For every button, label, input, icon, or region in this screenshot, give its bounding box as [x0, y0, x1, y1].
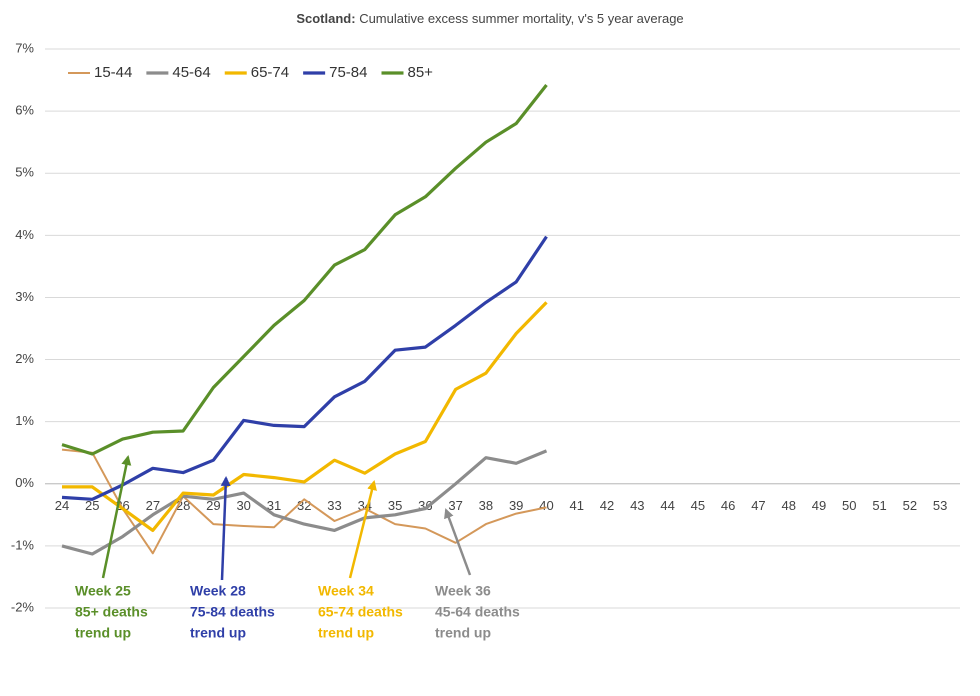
y-tick-label: 2% — [15, 351, 34, 366]
x-tick-label: 44 — [660, 498, 674, 513]
series-line — [62, 301, 548, 532]
x-tick-label: 35 — [388, 498, 402, 513]
annotation-arrow — [220, 476, 231, 581]
annotation-arrow — [101, 455, 132, 579]
x-tick-label: 47 — [751, 498, 765, 513]
x-tick-label: 42 — [600, 498, 614, 513]
chart-title: Scotland: Cumulative excess summer morta… — [296, 11, 683, 26]
series-line — [61, 448, 547, 555]
x-tick-label: 51 — [872, 498, 886, 513]
x-tick-label: 52 — [903, 498, 917, 513]
annotation-text: trend up — [75, 625, 131, 641]
y-tick-label: 3% — [15, 289, 34, 304]
y-tick-label: 0% — [15, 475, 34, 490]
y-tick-label: 1% — [15, 413, 34, 428]
y-tick-label: -2% — [11, 599, 35, 614]
title-text: Cumulative excess summer mortality, v's … — [359, 11, 683, 26]
y-tick-label: 4% — [15, 227, 34, 242]
x-tick-label: 50 — [842, 498, 856, 513]
annotation-text: Week 28 — [190, 583, 246, 599]
annotation-arrow — [348, 480, 377, 579]
annotation-text: trend up — [190, 625, 246, 641]
x-tick-label: 29 — [206, 498, 220, 513]
legend-label: 65-74 — [251, 64, 289, 81]
y-tick-label: 5% — [15, 165, 34, 180]
x-tick-label: 30 — [236, 498, 250, 513]
annotation-text: 75-84 deaths — [190, 604, 275, 620]
annotation-text: Week 36 — [435, 583, 491, 599]
annotation-arrow — [444, 508, 472, 576]
legend-label: 15-44 — [94, 64, 132, 81]
x-tick-label: 38 — [479, 498, 493, 513]
series-line — [61, 235, 548, 501]
x-tick-label: 24 — [55, 498, 69, 513]
y-tick-label: -1% — [11, 537, 35, 552]
y-tick-label: 6% — [15, 103, 34, 118]
x-tick-label: 48 — [781, 498, 795, 513]
x-tick-label: 39 — [509, 498, 523, 513]
x-tick-label: 31 — [267, 498, 281, 513]
annotation-text: 85+ deaths — [75, 604, 148, 620]
annotation-text: trend up — [318, 625, 374, 641]
x-tick-label: 27 — [146, 498, 160, 513]
annotation-text: 65-74 deaths — [318, 604, 403, 620]
y-tick-label: 7% — [15, 40, 34, 55]
x-tick-label: 45 — [691, 498, 705, 513]
x-tick-label: 37 — [448, 498, 462, 513]
x-tick-label: 49 — [812, 498, 826, 513]
x-tick-label: 53 — [933, 498, 947, 513]
x-tick-label: 25 — [85, 498, 99, 513]
legend-label: 75-84 — [329, 64, 367, 81]
series-line — [61, 84, 548, 456]
title-bold: Scotland: — [296, 11, 355, 26]
annotation-text: trend up — [435, 625, 491, 641]
x-tick-label: 46 — [721, 498, 735, 513]
annotation-text: 45-64 deaths — [435, 604, 520, 620]
x-tick-label: 40 — [539, 498, 553, 513]
legend-label: 45-64 — [172, 64, 210, 81]
x-tick-label: 43 — [630, 498, 644, 513]
legend-label: 85+ — [408, 64, 434, 81]
x-tick-label: 41 — [570, 498, 584, 513]
annotation-text: Week 34 — [318, 583, 374, 599]
annotation-text: Week 25 — [75, 583, 131, 599]
x-tick-label: 33 — [327, 498, 341, 513]
